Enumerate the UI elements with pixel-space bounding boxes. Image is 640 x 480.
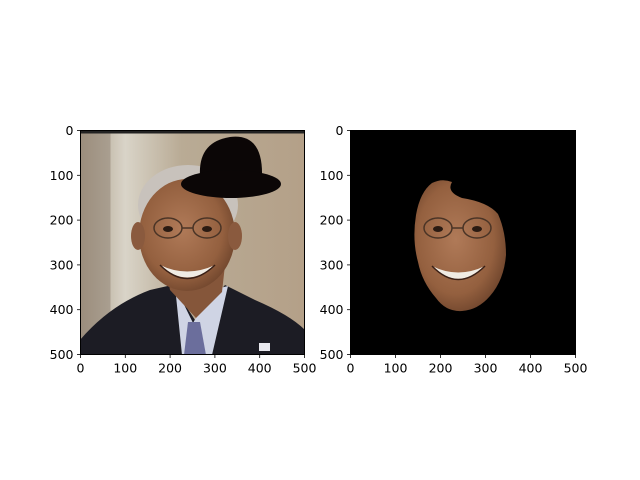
x-tick-label: 100 [113,361,137,376]
x-tick-label: 200 [429,361,453,376]
y-tick-label: 400 [50,302,74,317]
x-tick-label: 0 [77,361,85,376]
x-tick-label: 0 [347,361,355,376]
x-tick-label: 500 [293,361,317,376]
y-tick-label: 100 [50,168,74,183]
right-image-panel [351,131,576,355]
y-tick-label: 0 [336,123,344,138]
y-tick-label: 500 [50,347,74,362]
left-photo [80,131,305,356]
y-tick-label: 300 [320,257,344,272]
x-tick-label: 200 [158,361,182,376]
x-tick-label: 100 [384,361,408,376]
x-tick-label: 300 [203,361,227,376]
x-tick-label: 300 [474,361,498,376]
y-tick-label: 200 [320,213,344,228]
left-image-panel [80,131,305,356]
y-tick-label: 100 [320,168,344,183]
y-tick-label: 500 [320,347,344,362]
x-tick-label: 400 [248,361,272,376]
x-tick-label: 500 [564,361,588,376]
y-tick-label: 200 [50,213,74,228]
x-tick-label: 400 [519,361,543,376]
y-tick-label: 400 [320,302,344,317]
y-tick-label: 0 [66,123,74,138]
y-tick-label: 300 [50,257,74,272]
